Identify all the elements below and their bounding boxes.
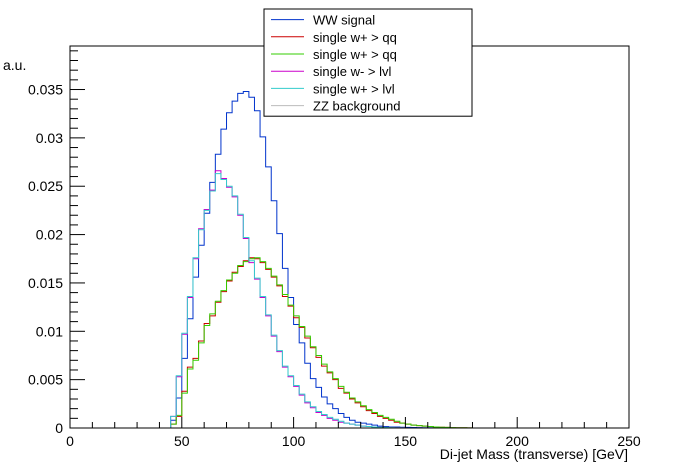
x-tick-label: 200 (506, 433, 530, 449)
y-axis-ticks: 0 0.005 0.01 0.015 0.02 0.025 0.03 0.035 (28, 50, 85, 436)
legend-label: single w+ > lvl (313, 81, 395, 96)
legend-label: single w- > lvl (313, 64, 391, 79)
y-tick-label: 0.035 (28, 82, 63, 98)
y-tick-label: 0.005 (28, 372, 63, 388)
y-axis-label: a.u. (3, 57, 26, 73)
x-tick-label: 250 (617, 433, 641, 449)
legend-label: single w+ > qq (313, 47, 397, 62)
x-axis-label: Di-jet Mass (transverse) [GeV] (440, 446, 628, 462)
x-tick-label: 150 (394, 433, 418, 449)
y-tick-label: 0 (55, 420, 63, 436)
x-tick-label: 50 (174, 433, 190, 449)
y-tick-label: 0.02 (36, 227, 63, 243)
y-tick-label: 0.015 (28, 275, 63, 291)
x-tick-label: 0 (66, 433, 74, 449)
series-line-5 (170, 173, 411, 429)
y-tick-label: 0.03 (36, 130, 63, 146)
plot-content (170, 90, 479, 429)
legend: WW signal single w+ > qq single w+ > qq sin… (263, 8, 473, 117)
legend-label: ZZ background (313, 99, 400, 114)
legend-label: single w+ > qq (313, 30, 397, 45)
x-tick-label: 100 (282, 433, 306, 449)
y-tick-label: 0.01 (36, 323, 63, 339)
x-axis-ticks: 0 50 100 150 200 250 (66, 417, 641, 449)
y-tick-label: 0.025 (28, 178, 63, 194)
legend-label: WW signal (313, 13, 375, 28)
legend-box (263, 8, 473, 117)
series-line-3 (170, 257, 479, 429)
